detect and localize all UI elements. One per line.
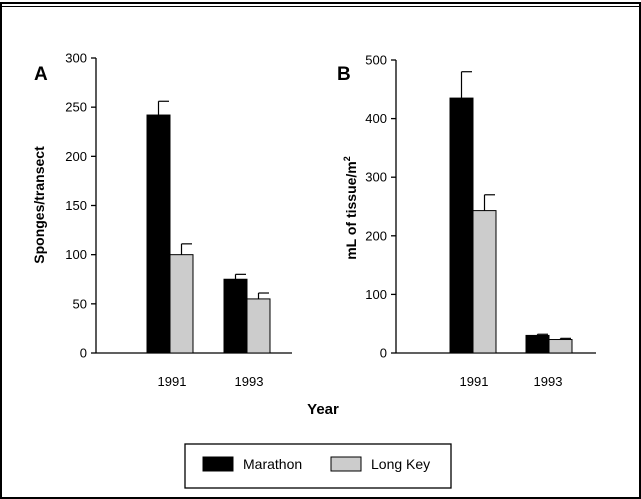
panel-b-y-axis-label-text: mL of tissue/m <box>343 161 359 260</box>
panel-b-bar-marathon-1991 <box>449 97 474 354</box>
panel-a-bar-long-key-1991 <box>169 254 194 354</box>
panel-a-y-tick-label: 150 <box>65 198 87 213</box>
legend-swatch-marathon <box>202 456 234 472</box>
panel-b-letter: B <box>337 64 351 85</box>
panel-a-y-tick-label: 250 <box>65 100 87 115</box>
panel-a-y-tick-label: 200 <box>65 149 87 164</box>
panel-a-bar-long-key-1993 <box>246 298 271 354</box>
panel-b-y-axis-label: mL of tissue/m2 <box>342 156 359 260</box>
panel-b-x-tick-1991: 1991 <box>460 374 489 389</box>
panel-a-y-tick-label: 300 <box>65 51 87 66</box>
panel-b-bar-long-key-1991 <box>472 210 497 354</box>
panel-b-y-tick-label: 400 <box>365 111 387 126</box>
x-axis-label: Year <box>307 401 339 418</box>
panel-a-y-tick-label: 100 <box>65 247 87 262</box>
panel-a-y-axis-label: Sponges/transect <box>31 146 47 264</box>
panel-b-y-tick-label: 200 <box>365 228 387 243</box>
panel-b-y-tick-label: 0 <box>380 346 387 361</box>
panel-b-y-tick-label: 300 <box>365 170 387 185</box>
panel-a-bar-marathon-1993 <box>223 278 248 354</box>
legend-label-long-key: Long Key <box>371 456 430 472</box>
legend-swatch-long-key <box>330 456 362 472</box>
legend: Marathon Long Key <box>184 443 452 489</box>
panel-b-x-tick-1993: 1993 <box>534 374 563 389</box>
panel-b-y-tick-label: 500 <box>365 53 387 68</box>
panel-a-y-tick-label: 50 <box>73 296 87 311</box>
panel-a-x-tick-1993: 1993 <box>235 374 264 389</box>
panel-b-bar-marathon-1993 <box>525 334 550 354</box>
panel-b-y-axis-label-sup: 2 <box>342 156 352 161</box>
panel-a-x-tick-1991: 1991 <box>158 374 187 389</box>
panel-a-letter: A <box>34 64 48 85</box>
panel-a-y-tick-label: 0 <box>80 346 87 361</box>
panel-a: A Sponges/transect 0 50 100 150 200 250 300 19… <box>31 51 292 389</box>
legend-label-marathon: Marathon <box>243 456 302 472</box>
panel-b-y-tick-label: 100 <box>365 287 387 302</box>
panel-a-bar-marathon-1991 <box>146 114 171 354</box>
panel-b-bar-long-key-1993 <box>548 339 573 354</box>
